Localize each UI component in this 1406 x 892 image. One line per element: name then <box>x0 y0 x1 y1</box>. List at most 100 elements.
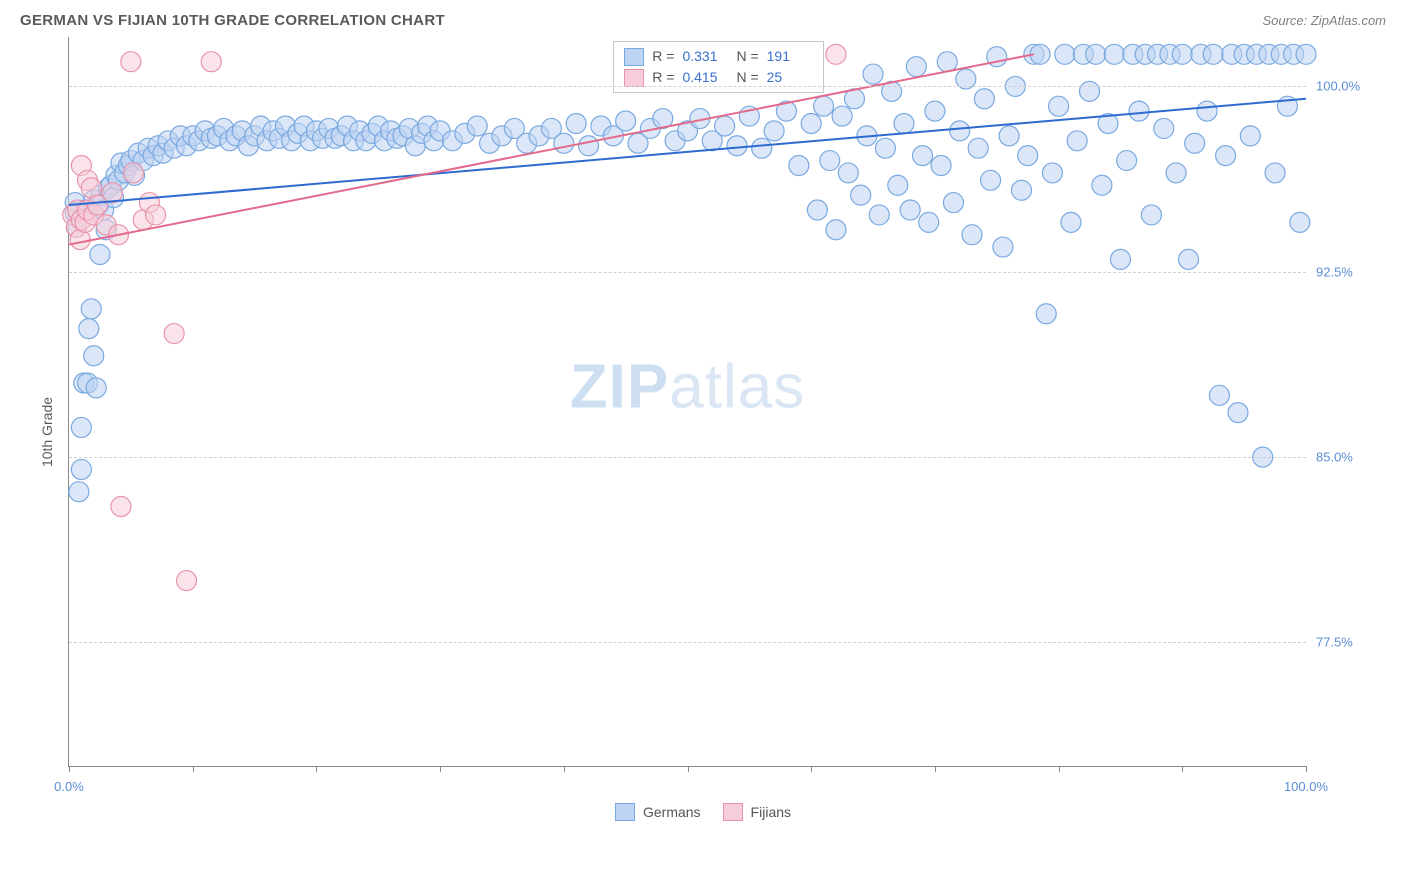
y-axis-label: 10th Grade <box>39 397 55 467</box>
data-point <box>566 113 586 133</box>
data-point <box>1203 44 1223 64</box>
legend-swatch <box>624 69 644 87</box>
data-point <box>943 193 963 213</box>
data-point <box>826 44 846 64</box>
data-point <box>1055 44 1075 64</box>
data-point <box>1129 101 1149 121</box>
data-point <box>177 571 197 591</box>
data-point <box>1216 146 1236 166</box>
data-point <box>1265 163 1285 183</box>
legend-swatch <box>615 803 635 821</box>
legend-swatch <box>723 803 743 821</box>
data-point <box>90 244 110 264</box>
data-point <box>900 200 920 220</box>
legend-swatch <box>624 48 644 66</box>
y-tick-label: 77.5% <box>1316 635 1376 650</box>
data-point <box>1296 44 1316 64</box>
data-point <box>81 299 101 319</box>
data-point <box>467 116 487 136</box>
data-point <box>894 113 914 133</box>
data-point <box>79 319 99 339</box>
data-point <box>925 101 945 121</box>
data-point <box>1092 175 1112 195</box>
data-point <box>1036 304 1056 324</box>
data-point <box>616 111 636 131</box>
data-point <box>164 324 184 344</box>
data-point <box>875 138 895 158</box>
chart-container: 10th Grade ZIPatlas R = 0.331N = 191R = … <box>20 37 1386 827</box>
data-point <box>968 138 988 158</box>
data-point <box>201 52 221 72</box>
plot-area: ZIPatlas R = 0.331N = 191R = 0.415N = 25… <box>68 37 1306 767</box>
data-point <box>1049 96 1069 116</box>
data-point <box>1110 249 1130 269</box>
legend-item: Germans <box>615 803 701 821</box>
data-point <box>84 346 104 366</box>
data-point <box>1080 81 1100 101</box>
data-point <box>86 378 106 398</box>
x-tick-label: 100.0% <box>1284 779 1328 794</box>
data-point <box>1018 146 1038 166</box>
data-point <box>1209 385 1229 405</box>
data-point <box>1166 163 1186 183</box>
data-point <box>554 133 574 153</box>
data-point <box>1042 163 1062 183</box>
data-point <box>937 52 957 72</box>
data-point <box>1228 403 1248 423</box>
data-point <box>121 52 141 72</box>
data-point <box>123 163 143 183</box>
data-point <box>102 183 122 203</box>
data-point <box>1185 133 1205 153</box>
data-point <box>1104 44 1124 64</box>
data-point <box>919 212 939 232</box>
chart-title: GERMAN VS FIJIAN 10TH GRADE CORRELATION … <box>20 12 445 29</box>
data-point <box>1197 101 1217 121</box>
data-point <box>1117 151 1137 171</box>
data-point <box>1086 44 1106 64</box>
data-point <box>826 220 846 240</box>
x-tick-label: 0.0% <box>54 779 84 794</box>
data-point <box>869 205 889 225</box>
data-point <box>913 146 933 166</box>
data-point <box>69 482 89 502</box>
legend-item: Fijians <box>723 803 791 821</box>
data-point <box>752 138 772 158</box>
source-label: Source: ZipAtlas.com <box>1262 13 1386 28</box>
data-point <box>981 170 1001 190</box>
legend-row: R = 0.415N = 25 <box>624 67 812 88</box>
data-point <box>1061 212 1081 232</box>
data-point <box>888 175 908 195</box>
data-point <box>974 89 994 109</box>
data-point <box>111 497 131 517</box>
y-tick-label: 92.5% <box>1316 264 1376 279</box>
data-point <box>727 136 747 156</box>
data-point <box>764 121 784 141</box>
data-point <box>851 185 871 205</box>
data-point <box>962 225 982 245</box>
series-legend: Germans Fijians <box>615 803 791 821</box>
data-point <box>1172 44 1192 64</box>
data-point <box>146 205 166 225</box>
data-point <box>789 156 809 176</box>
data-point <box>807 200 827 220</box>
plot-svg <box>69 37 1306 766</box>
data-point <box>863 64 883 84</box>
data-point <box>1067 131 1087 151</box>
data-point <box>1154 118 1174 138</box>
data-point <box>1178 249 1198 269</box>
data-point <box>1290 212 1310 232</box>
data-point <box>814 96 834 116</box>
data-point <box>715 116 735 136</box>
data-point <box>838 163 858 183</box>
data-point <box>820 151 840 171</box>
data-point <box>999 126 1019 146</box>
data-point <box>931 156 951 176</box>
data-point <box>801 113 821 133</box>
y-tick-label: 85.0% <box>1316 450 1376 465</box>
data-point <box>993 237 1013 257</box>
correlation-legend: R = 0.331N = 191R = 0.415N = 25 <box>613 41 823 93</box>
data-point <box>950 121 970 141</box>
data-point <box>1240 126 1260 146</box>
data-point <box>832 106 852 126</box>
y-tick-label: 100.0% <box>1316 79 1376 94</box>
